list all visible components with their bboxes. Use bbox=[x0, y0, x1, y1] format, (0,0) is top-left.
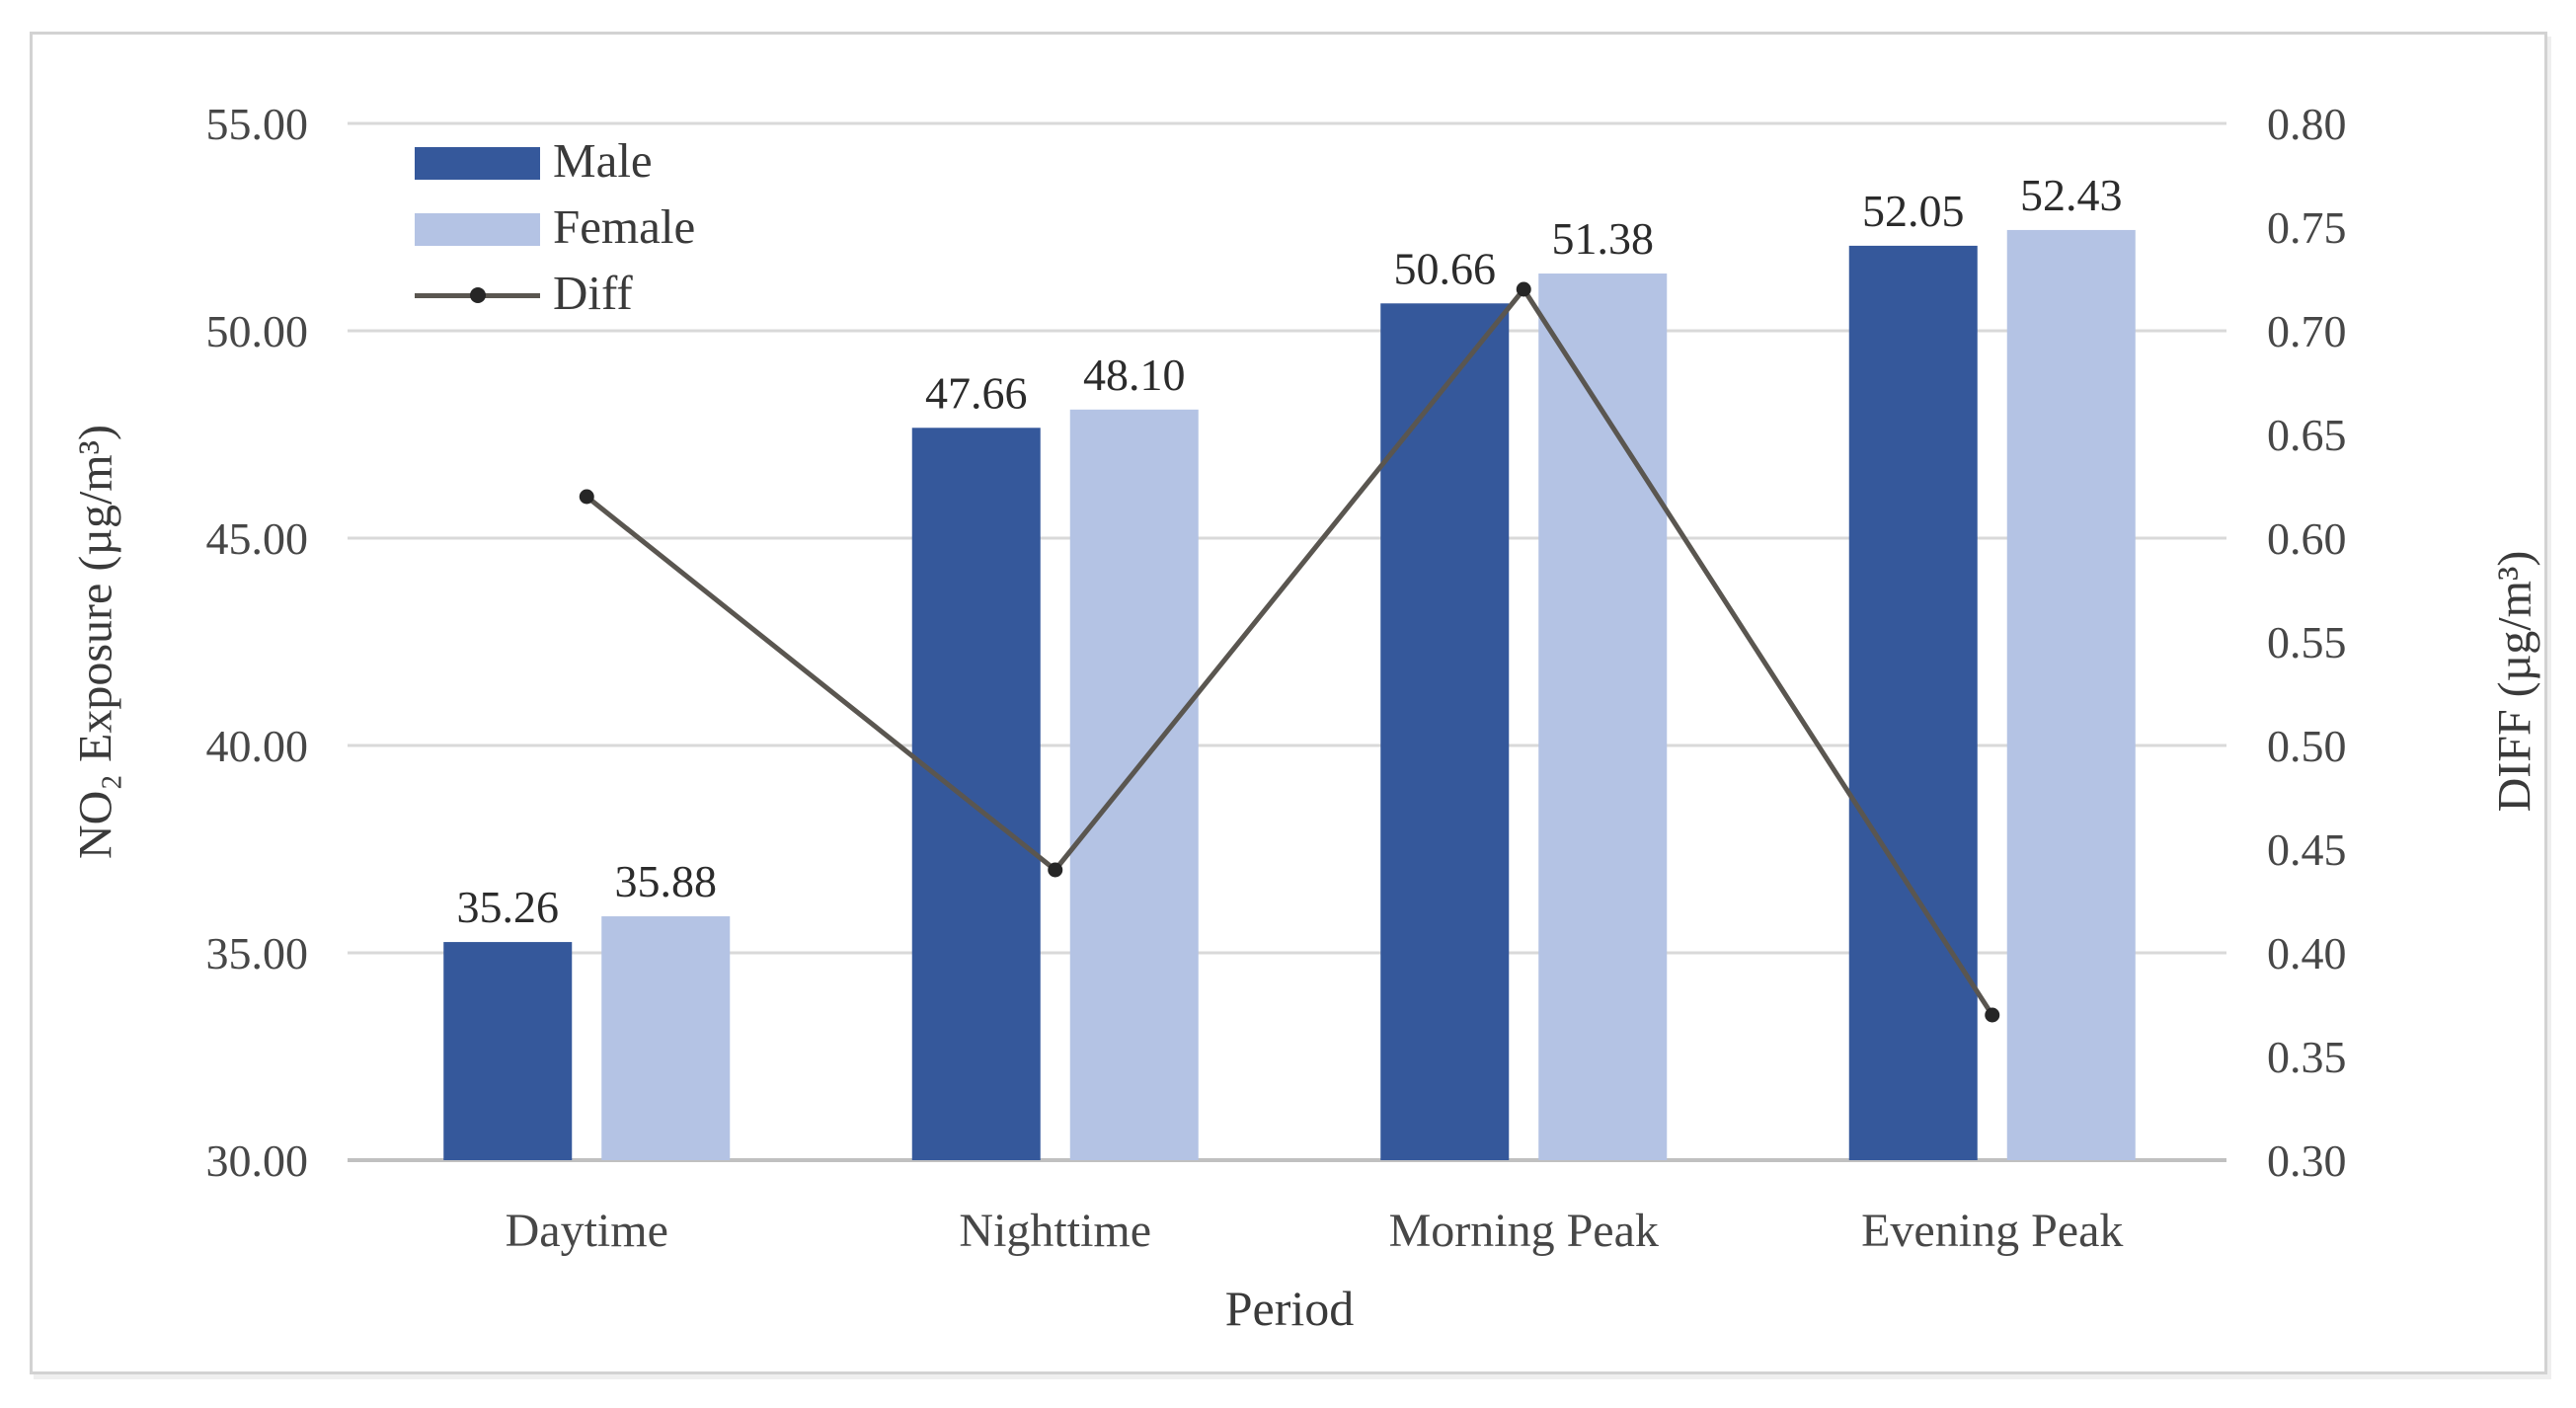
y-left-tick-label: 55.00 bbox=[206, 99, 309, 149]
male-bar bbox=[911, 428, 1041, 1160]
x-tick-label: Nighttime bbox=[959, 1205, 1151, 1257]
diff-series-line-icon bbox=[415, 287, 540, 303]
y-left-tick-label: 30.00 bbox=[206, 1135, 309, 1186]
y-right-tick-label: 0.35 bbox=[2267, 1032, 2347, 1082]
y-right-tick-label: 0.55 bbox=[2267, 617, 2347, 667]
bar-value-label: 50.66 bbox=[1394, 243, 1497, 293]
legend-label-male: Male bbox=[553, 132, 653, 188]
legend-item-diff: Diff bbox=[415, 269, 695, 317]
y-right-tick-label: 0.40 bbox=[2267, 928, 2347, 978]
female-bar bbox=[1538, 274, 1668, 1160]
y-left-tick-label: 50.00 bbox=[206, 306, 309, 356]
bar-value-label: 51.38 bbox=[1552, 213, 1655, 264]
y-right-tick-label: 0.30 bbox=[2267, 1135, 2347, 1186]
y-left-tick-label: 35.00 bbox=[206, 928, 309, 978]
x-tick-label: Daytime bbox=[506, 1205, 668, 1257]
legend: Male Female Diff bbox=[415, 136, 695, 317]
legend-item-male: Male bbox=[415, 136, 695, 185]
x-tick-label: Evening Peak bbox=[1861, 1205, 2123, 1257]
bar-value-label: 48.10 bbox=[1083, 350, 1186, 400]
bar-value-label: 52.05 bbox=[1862, 186, 1965, 236]
y-axis-title-left: NO₂ Exposure (µg/m³) bbox=[69, 424, 122, 860]
y-left-tick-label: 40.00 bbox=[206, 721, 309, 771]
diff-marker bbox=[1516, 281, 1531, 297]
legend-item-female: Female bbox=[415, 202, 695, 251]
diff-line bbox=[585, 286, 1994, 1017]
male-bar bbox=[1380, 303, 1510, 1160]
male-bar bbox=[443, 942, 573, 1160]
bar-value-label: 47.66 bbox=[925, 367, 1028, 418]
y-right-tick-label: 0.65 bbox=[2267, 410, 2347, 460]
y-axis-title-right: DIFF (µg/m³) bbox=[2488, 550, 2541, 813]
x-axis-title: Period bbox=[1224, 1281, 1355, 1336]
female-bar bbox=[1069, 409, 1199, 1160]
male-bar bbox=[1848, 245, 1978, 1160]
y-right-tick-label: 0.45 bbox=[2267, 824, 2347, 875]
legend-label-female: Female bbox=[553, 198, 696, 254]
diff-series-marker-icon bbox=[469, 287, 486, 303]
legend-label-diff: Diff bbox=[553, 265, 633, 320]
bar-value-label: 35.88 bbox=[615, 856, 718, 906]
y-right-tick-label: 0.75 bbox=[2267, 202, 2347, 253]
y-right-tick-label: 0.60 bbox=[2267, 513, 2347, 564]
x-tick-label: Morning Peak bbox=[1389, 1205, 1659, 1257]
y-left-tick-label: 45.00 bbox=[206, 513, 309, 564]
bar-value-label: 52.43 bbox=[2020, 170, 2123, 220]
y-right-tick-label: 0.70 bbox=[2267, 306, 2347, 356]
diff-marker bbox=[1985, 1007, 2000, 1023]
diff-marker bbox=[579, 489, 594, 505]
female-bar bbox=[601, 916, 731, 1160]
diff-marker bbox=[1048, 862, 1063, 878]
bar-value-label: 35.26 bbox=[457, 882, 560, 932]
female-bar bbox=[2006, 229, 2136, 1160]
y-right-tick-label: 0.80 bbox=[2267, 99, 2347, 149]
y-right-tick-label: 0.50 bbox=[2267, 721, 2347, 771]
female-series-swatch-icon bbox=[415, 212, 540, 246]
male-series-swatch-icon bbox=[415, 146, 540, 180]
